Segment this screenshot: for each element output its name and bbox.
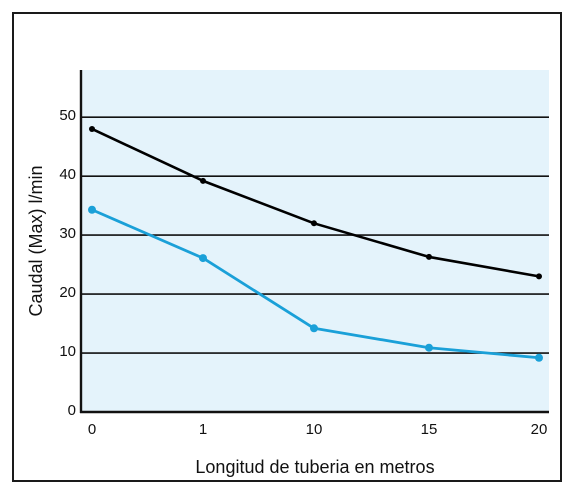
data-point bbox=[311, 220, 317, 227]
data-point bbox=[89, 125, 95, 132]
x-tick-label: 20 bbox=[531, 421, 548, 438]
x-axis-label: Longitud de tuberia en metros bbox=[195, 457, 434, 477]
x-tick-label: 0 bbox=[88, 421, 96, 438]
data-point bbox=[88, 205, 96, 214]
data-point bbox=[536, 273, 542, 280]
y-tick-label: 20 bbox=[59, 284, 76, 301]
data-point bbox=[425, 343, 433, 352]
y-tick-label: 10 bbox=[59, 343, 76, 360]
y-tick-label: 30 bbox=[59, 225, 76, 242]
y-tick-label: 0 bbox=[68, 402, 76, 419]
data-point bbox=[426, 253, 432, 260]
plot-area bbox=[81, 70, 549, 412]
y-tick-label: 40 bbox=[59, 166, 76, 183]
grid-lines bbox=[81, 116, 549, 354]
y-tick-label: 50 bbox=[59, 107, 76, 124]
axes bbox=[79, 70, 549, 414]
x-tick-label: 15 bbox=[421, 421, 438, 438]
data-point bbox=[310, 324, 318, 333]
data-point bbox=[199, 254, 207, 263]
y-axis-label: Caudal (Max) l/min bbox=[26, 165, 46, 316]
x-tick-label: 1 bbox=[199, 421, 207, 438]
x-tick-label: 10 bbox=[306, 421, 323, 438]
tick-labels: 0 10 20 30 40 50 0 1 10 15 20 bbox=[59, 107, 547, 438]
series-group bbox=[88, 125, 543, 362]
data-point bbox=[200, 177, 206, 184]
data-point bbox=[535, 353, 543, 362]
